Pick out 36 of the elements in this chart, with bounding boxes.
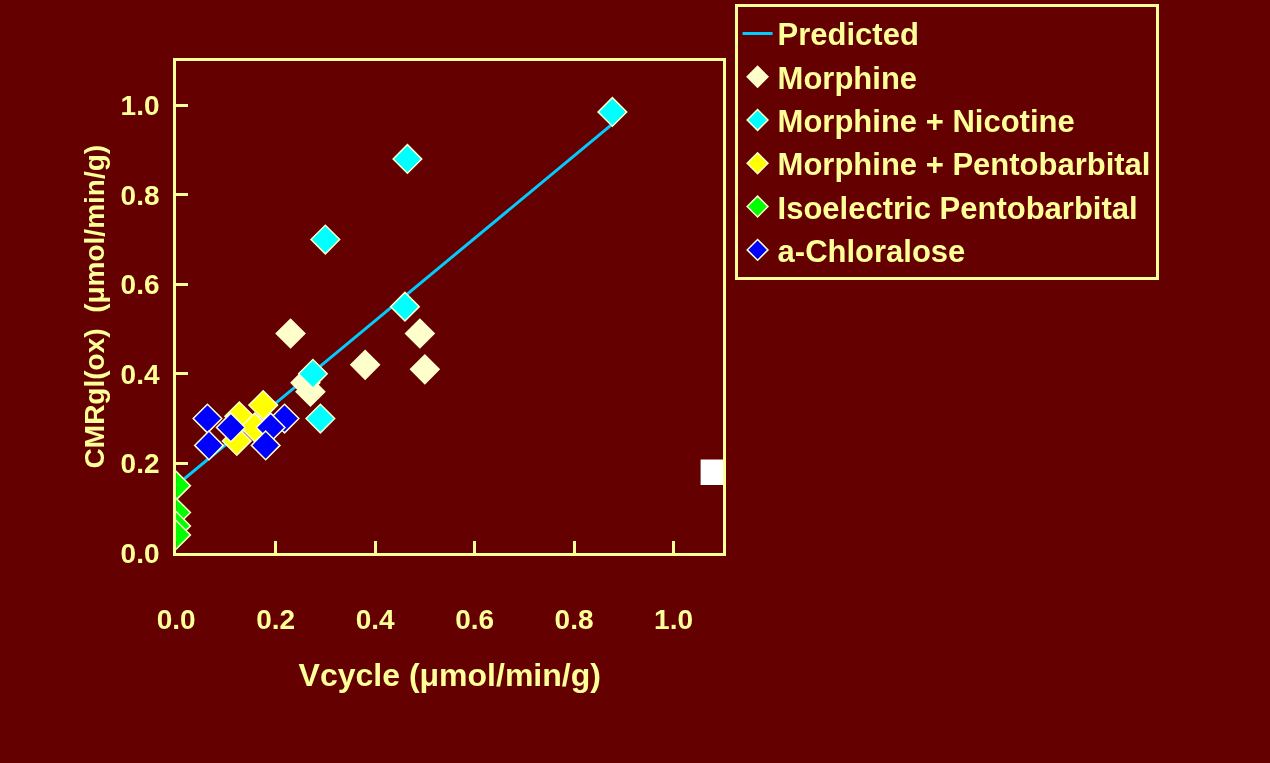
x-tick-label: 0.8 [554, 604, 594, 636]
legend-label: Isoelectric Pentobarbital [777, 190, 1138, 226]
point [193, 430, 225, 461]
y-tick-label: 0.0 [120, 537, 160, 569]
y-tick-label: 0.6 [120, 269, 160, 301]
point [350, 349, 381, 380]
x-tick-label: 0.6 [455, 604, 495, 636]
x-tick-label: 0.2 [256, 604, 296, 636]
legend-label: Morphine + Pentobarbital [777, 147, 1151, 183]
legend-label: a-Chloralose [777, 233, 966, 269]
x-axis-title: Vcycle (μmol/min/g) [298, 657, 601, 694]
x-tick-label: 1.0 [654, 604, 694, 636]
point [248, 390, 279, 421]
x-tick-label: 0.4 [355, 604, 395, 636]
y-tick-label: 1.0 [120, 90, 160, 122]
y-axis-title: CMRgl(ox) (μmol/min/g) [79, 144, 111, 469]
point [215, 412, 246, 443]
point [392, 143, 423, 175]
point [700, 459, 724, 485]
x-tick-label: 0.0 [156, 604, 196, 636]
point [275, 318, 306, 349]
legend-label: Morphine + Nicotine [777, 104, 1075, 140]
point [597, 96, 628, 128]
y-tick-label: 0.4 [120, 358, 160, 390]
point [192, 403, 223, 434]
point [409, 354, 440, 385]
legend-label: Morphine [777, 60, 918, 96]
legend-label: Predicted [777, 17, 919, 53]
point [250, 430, 281, 461]
point [305, 403, 336, 434]
point [310, 224, 341, 255]
y-tick-label: 0.2 [120, 448, 160, 480]
point [404, 318, 435, 349]
point [297, 358, 328, 389]
point [389, 291, 420, 322]
y-tick-label: 0.8 [120, 179, 160, 211]
